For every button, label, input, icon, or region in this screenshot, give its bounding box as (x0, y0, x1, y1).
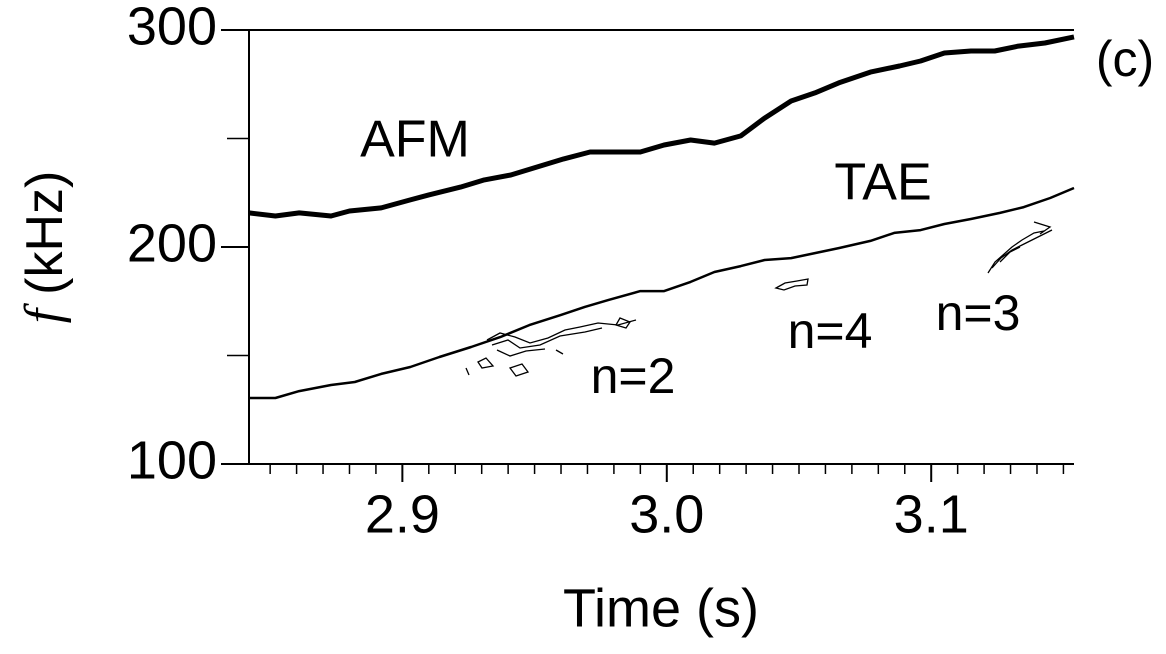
series-label: AFM (360, 111, 470, 169)
annotation: n=4 (788, 303, 873, 359)
panel-label: (c) (1096, 31, 1154, 87)
y-tick-label: 300 (127, 0, 217, 56)
x-axis-label: Time (s) (563, 578, 759, 638)
y-label-unit: (kHz) (16, 171, 74, 295)
x-tick-label: 3.1 (894, 484, 969, 544)
series-label: TAE (834, 154, 931, 212)
y-axis-label: f (kHz) (15, 171, 74, 324)
x-tick-label: 3.0 (629, 484, 704, 544)
y-tick-label: 200 (127, 213, 217, 273)
mode-contours (465, 221, 1053, 377)
n3-contour (987, 221, 1053, 274)
series-line (248, 34, 1075, 219)
series-line (249, 186, 1075, 400)
x-tick-label: 2.9 (365, 484, 440, 544)
y-label-symbol: f (15, 302, 72, 323)
annotation: n=2 (591, 348, 676, 404)
annotation: n=3 (936, 285, 1021, 341)
y-tick-label: 100 (127, 430, 217, 490)
n2-contour (465, 317, 637, 377)
n4-contour (774, 278, 809, 291)
